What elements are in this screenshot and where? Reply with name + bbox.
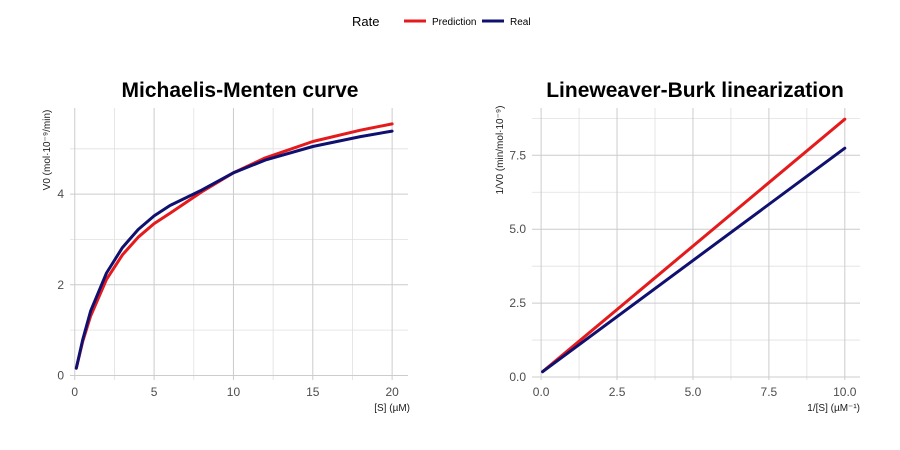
x-tick-label: 10.0 <box>833 385 857 399</box>
gridlines <box>70 108 408 380</box>
x-axis-label: 1/[S] (µM⁻¹) <box>807 403 860 414</box>
chart-title: Michaelis-Menten curve <box>122 79 359 102</box>
x-tick-label: 0.0 <box>533 385 550 399</box>
series-line-real <box>74 129 394 370</box>
x-tick-label: 20 <box>385 385 399 399</box>
series-line-prediction <box>74 122 394 370</box>
series-line-real <box>541 146 847 374</box>
x-tick-label: 5.0 <box>685 385 702 399</box>
legend-title: Rate <box>352 14 379 29</box>
x-tick-label: 10 <box>227 385 241 399</box>
panel-michaelis-menten: Michaelis-Menten curve 0 5 10 15 20 0 2 4 [S] (… <box>42 79 410 414</box>
y-tick-label: 2.5 <box>509 296 526 310</box>
y-tick-label: 7.5 <box>509 148 526 162</box>
x-tick-label: 5 <box>151 385 158 399</box>
y-tick-label: 0 <box>57 368 64 382</box>
legend-label-prediction: Prediction <box>432 17 476 28</box>
y-axis-label: 1/V0 (min/mol·10⁻⁹) <box>495 105 506 194</box>
x-axis-label: [S] (µM) <box>374 403 410 414</box>
tick-labels: 0 5 10 15 20 0 2 4 <box>57 187 399 399</box>
panel-lineweaver-burk: Lineweaver-Burk linearization 0.0 2.5 5.0 7… <box>495 79 860 414</box>
y-tick-label: 0.0 <box>509 370 526 384</box>
series-line-prediction <box>541 117 847 374</box>
tick-labels: 0.0 2.5 5.0 7.5 10.0 0.0 2.5 5.0 7.5 <box>509 148 857 399</box>
y-axis-label: V0 (mol·10⁻⁹/min) <box>42 110 53 191</box>
y-tick-label: 4 <box>57 187 64 201</box>
x-tick-label: 2.5 <box>609 385 626 399</box>
y-tick-label: 2 <box>57 278 64 292</box>
series-lines <box>541 117 847 374</box>
x-tick-label: 15 <box>306 385 320 399</box>
gridlines <box>532 108 860 380</box>
legend-label-real: Real <box>510 17 531 28</box>
legend: Rate Prediction Real <box>352 14 531 29</box>
series-lines <box>74 122 394 370</box>
x-tick-label: 0 <box>71 385 78 399</box>
chart-title: Lineweaver-Burk linearization <box>546 79 844 102</box>
y-tick-label: 5.0 <box>509 222 526 236</box>
x-tick-label: 7.5 <box>761 385 778 399</box>
